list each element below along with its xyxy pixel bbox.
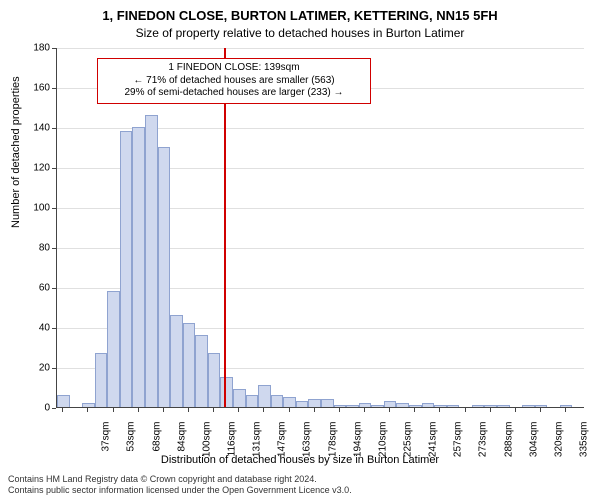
footer-credits: Contains HM Land Registry data © Crown c…: [8, 474, 352, 497]
histogram-bar: [409, 405, 422, 407]
histogram-bar: [359, 403, 372, 407]
x-tick-mark: [490, 408, 491, 412]
chart-title-line2: Size of property relative to detached ho…: [0, 26, 600, 40]
x-tick-mark: [289, 408, 290, 412]
y-tick-mark: [52, 168, 56, 169]
plot-area: 1 FINEDON CLOSE: 139sqm ← 71% of detache…: [56, 48, 584, 408]
histogram-bar: [371, 405, 384, 407]
x-tick-mark: [314, 408, 315, 412]
histogram-bar: [107, 291, 120, 407]
x-tick-mark: [213, 408, 214, 412]
histogram-bar: [208, 353, 221, 407]
y-tick-mark: [52, 48, 56, 49]
annotation-line-2: ← 71% of detached houses are smaller (56…: [104, 75, 364, 88]
histogram-bar: [233, 389, 246, 407]
x-tick-mark: [113, 408, 114, 412]
histogram-bar: [396, 403, 409, 407]
histogram-bar: [132, 127, 145, 407]
y-tick-label: 0: [0, 403, 50, 414]
histogram-bar: [246, 395, 259, 407]
histogram-bar: [170, 315, 183, 407]
x-tick-mark: [465, 408, 466, 412]
x-tick-mark: [138, 408, 139, 412]
histogram-bar: [522, 405, 535, 407]
histogram-bar: [283, 397, 296, 407]
y-tick-mark: [52, 248, 56, 249]
histogram-bar: [447, 405, 460, 407]
histogram-bar: [82, 403, 95, 407]
histogram-bar: [57, 395, 70, 407]
histogram-bar: [321, 399, 334, 407]
histogram-bar: [422, 403, 435, 407]
x-tick-mark: [540, 408, 541, 412]
histogram-bar: [271, 395, 284, 407]
y-tick-label: 80: [0, 243, 50, 254]
x-axis-label: Distribution of detached houses by size …: [0, 454, 600, 466]
chart-title-line1: 1, FINEDON CLOSE, BURTON LATIMER, KETTER…: [0, 8, 600, 23]
histogram-bar: [95, 353, 108, 407]
y-tick-label: 20: [0, 363, 50, 374]
histogram-bar: [308, 399, 321, 407]
histogram-bar: [434, 405, 447, 407]
histogram-bar: [220, 377, 233, 407]
histogram-bar: [497, 405, 510, 407]
histogram-bar: [258, 385, 271, 407]
y-tick-label: 120: [0, 163, 50, 174]
x-tick-mark: [364, 408, 365, 412]
y-tick-label: 160: [0, 83, 50, 94]
chart-container: 1, FINEDON CLOSE, BURTON LATIMER, KETTER…: [0, 0, 600, 500]
histogram-bar: [183, 323, 196, 407]
x-tick-mark: [163, 408, 164, 412]
histogram-bar: [560, 405, 573, 407]
histogram-bar: [334, 405, 347, 407]
y-tick-mark: [52, 128, 56, 129]
histogram-bar: [472, 405, 485, 407]
x-tick-mark: [414, 408, 415, 412]
footer-line-2: Contains public sector information licen…: [8, 485, 352, 496]
y-tick-mark: [52, 288, 56, 289]
histogram-bar: [120, 131, 133, 407]
histogram-bar: [195, 335, 208, 407]
y-tick-mark: [52, 408, 56, 409]
annotation-line-3: 29% of semi-detached houses are larger (…: [104, 87, 364, 100]
x-tick-mark: [87, 408, 88, 412]
y-tick-label: 40: [0, 323, 50, 334]
histogram-bar: [145, 115, 158, 407]
x-tick-mark: [238, 408, 239, 412]
histogram-bar: [296, 401, 309, 407]
y-tick-mark: [52, 368, 56, 369]
histogram-bar: [346, 405, 359, 407]
x-tick-mark: [263, 408, 264, 412]
x-tick-mark: [339, 408, 340, 412]
x-tick-mark: [62, 408, 63, 412]
x-tick-mark: [389, 408, 390, 412]
y-tick-mark: [52, 88, 56, 89]
x-tick-mark: [515, 408, 516, 412]
histogram-bar: [484, 405, 497, 407]
y-tick-label: 180: [0, 43, 50, 54]
y-tick-label: 140: [0, 123, 50, 134]
y-tick-label: 100: [0, 203, 50, 214]
x-tick-mark: [565, 408, 566, 412]
annotation-line-1: 1 FINEDON CLOSE: 139sqm: [104, 62, 364, 75]
x-tick-mark: [439, 408, 440, 412]
histogram-bar: [158, 147, 171, 407]
histogram-bar: [535, 405, 548, 407]
histogram-bar: [384, 401, 397, 407]
y-tick-mark: [52, 208, 56, 209]
y-tick-mark: [52, 328, 56, 329]
annotation-box: 1 FINEDON CLOSE: 139sqm ← 71% of detache…: [97, 58, 371, 104]
y-tick-label: 60: [0, 283, 50, 294]
x-tick-mark: [188, 408, 189, 412]
footer-line-1: Contains HM Land Registry data © Crown c…: [8, 474, 352, 485]
